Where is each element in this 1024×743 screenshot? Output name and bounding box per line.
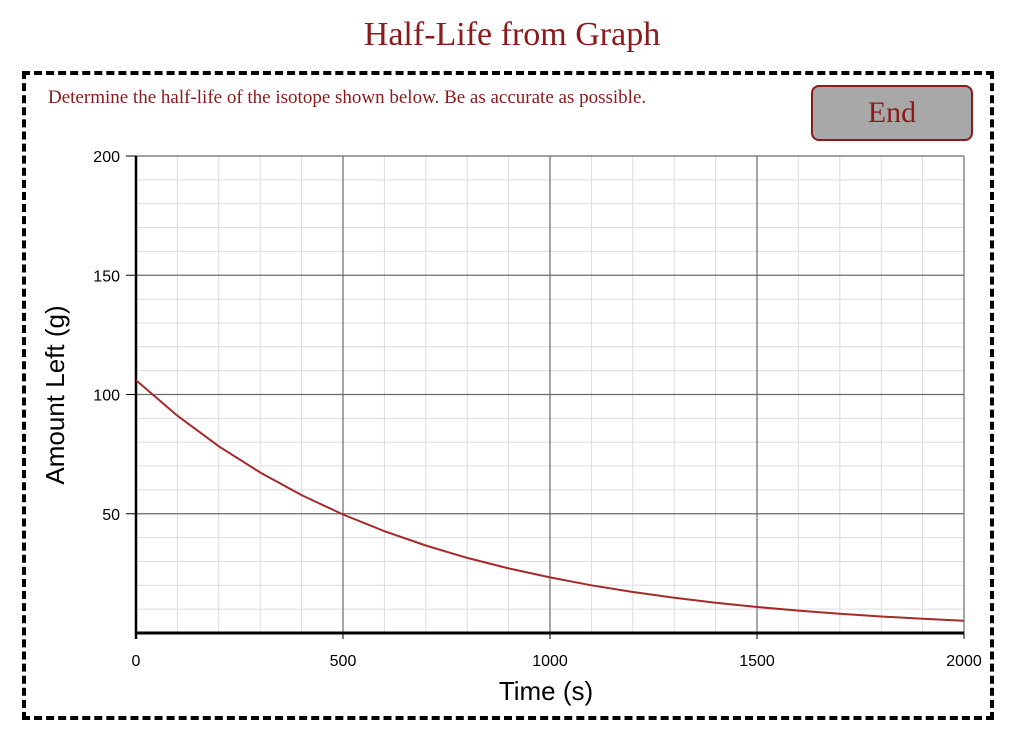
y-tick-label: 200	[93, 149, 120, 166]
series-layer	[135, 379, 965, 622]
x-tick-label: 500	[330, 653, 357, 670]
decay-curve	[135, 379, 965, 622]
activity-panel	[22, 71, 994, 720]
tick-labels: 0 500 1000 1500 2000 50 100 150 200	[93, 149, 982, 670]
y-tick-label: 50	[102, 507, 120, 524]
y-tick-label: 100	[93, 388, 120, 405]
page-title: Half-Life from Graph	[363, 16, 661, 53]
axes	[126, 155, 965, 639]
y-tick-label: 150	[93, 268, 120, 285]
x-tick-label: 2000	[946, 653, 982, 670]
x-tick-label: 1500	[739, 653, 775, 670]
end-button[interactable]: End	[811, 85, 973, 141]
y-axis-label: Amount Left (g)	[40, 305, 70, 484]
x-tick-label: 0	[132, 653, 141, 670]
instruction-text: Determine the half-life of the isotope s…	[48, 87, 647, 108]
x-axis-label: Time (s)	[499, 676, 593, 706]
x-tick-label: 1000	[532, 653, 568, 670]
major-grid	[136, 155, 965, 633]
